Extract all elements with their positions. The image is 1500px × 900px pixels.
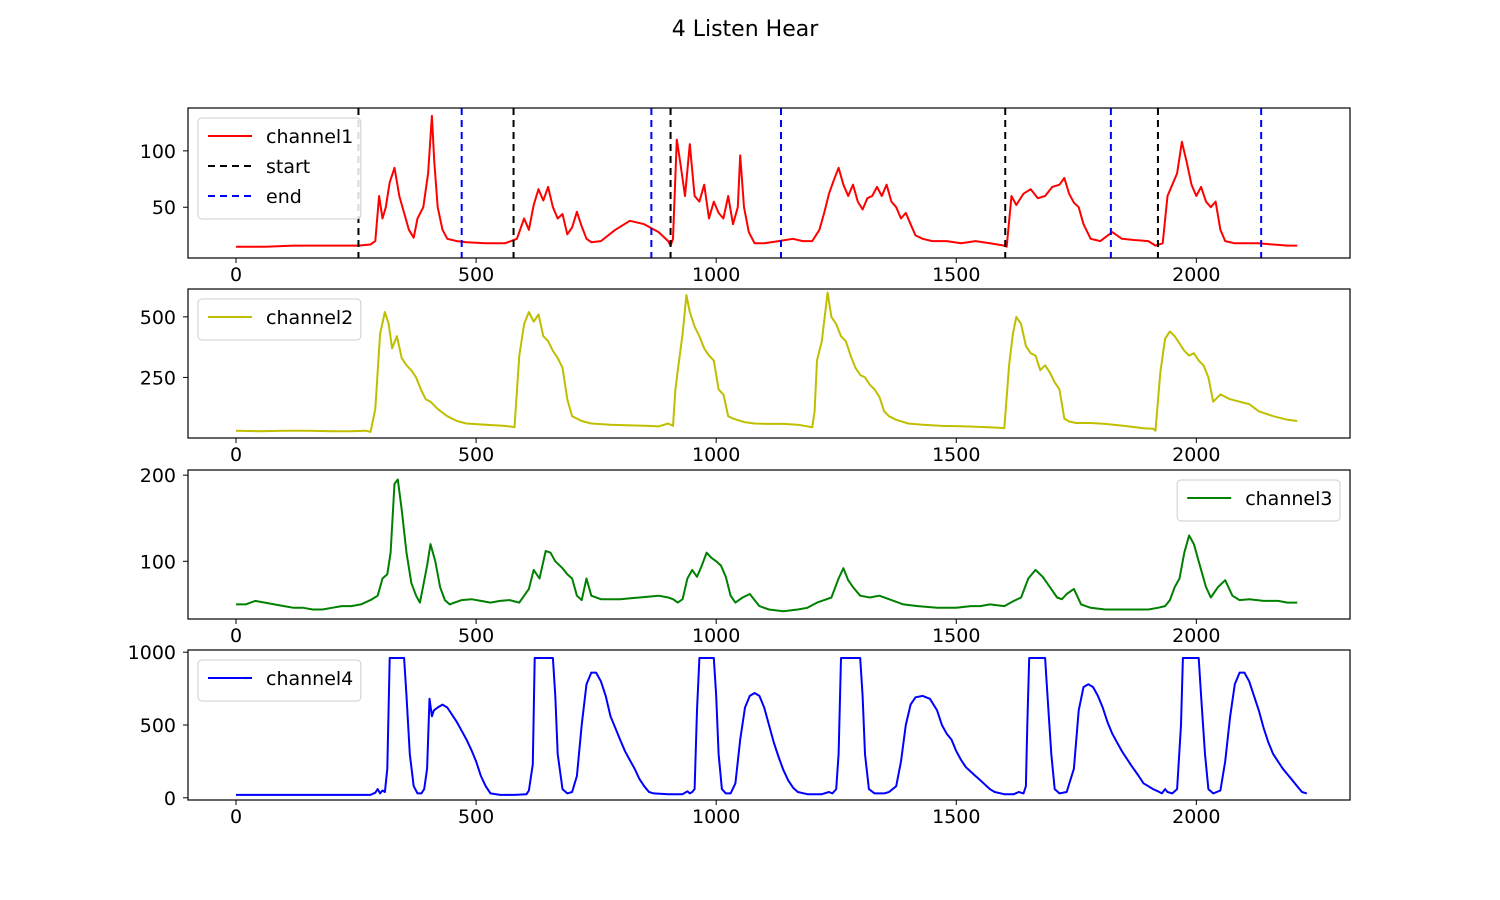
- series-line-channel3: [236, 478, 1298, 613]
- series-line-channel4: [236, 657, 1308, 796]
- y-tick-label: 500: [140, 307, 176, 329]
- series-line-channel2: [235, 291, 1298, 433]
- y-tick-label: 100: [140, 551, 176, 573]
- y-tick-label: 1000: [128, 642, 176, 664]
- legend-label-channel3: channel3: [1245, 488, 1332, 510]
- y-tick-label: 0: [164, 788, 176, 810]
- axes-frame: [187, 288, 1351, 439]
- x-tick-label: 500: [458, 444, 494, 466]
- legend-box: [1176, 479, 1341, 522]
- x-tick-label: 2000: [1172, 625, 1220, 647]
- x-tick-label: 2000: [1172, 264, 1220, 286]
- axes-panel-1: 0 500 1000 1500 2000 50 100 channel1 start end: [140, 107, 1351, 286]
- figure-title: 4 Listen Hear: [672, 17, 819, 42]
- x-tick-label: 0: [230, 264, 242, 286]
- axes-panel-3: 0 500 1000 1500 2000 100 200 channel3: [140, 465, 1351, 647]
- legend-label-channel1: channel1: [266, 126, 353, 148]
- x-tick-label: 0: [230, 806, 242, 828]
- legend: channel4: [197, 659, 362, 702]
- plot-area: [236, 657, 1308, 796]
- y-tick-label: 100: [140, 141, 176, 163]
- axes-panel-2: 0 500 1000 1500 2000 250 500 channel2: [140, 288, 1351, 466]
- x-tick-label: 2000: [1172, 444, 1220, 466]
- plot-area: [236, 478, 1298, 613]
- legend-box: [197, 298, 362, 341]
- y-tick-label: 50: [152, 197, 176, 219]
- x-tick-label: 0: [230, 444, 242, 466]
- x-tick-label: 1000: [692, 806, 740, 828]
- x-tick-label: 1000: [692, 264, 740, 286]
- y-tick-label: 250: [140, 367, 176, 389]
- x-tick-label: 2000: [1172, 806, 1220, 828]
- x-tick-label: 1500: [932, 444, 980, 466]
- legend-label-start: start: [266, 156, 310, 178]
- axes-frame: [187, 107, 1351, 259]
- axes-panel-4: 0 500 1000 1500 2000 0 500 1000 channel4: [128, 642, 1351, 828]
- axes-frame: [187, 469, 1351, 620]
- legend: channel2: [197, 298, 362, 341]
- plot-area: [236, 108, 1298, 258]
- legend-label-channel4: channel4: [266, 668, 353, 690]
- legend-label-end: end: [266, 186, 302, 208]
- x-tick-label: 500: [458, 264, 494, 286]
- legend: channel1 start end: [197, 117, 362, 220]
- x-tick-label: 500: [458, 625, 494, 647]
- x-tick-label: 1500: [932, 625, 980, 647]
- series-line-channel1: [236, 114, 1298, 248]
- x-tick-label: 1000: [692, 444, 740, 466]
- y-tick-label: 200: [140, 465, 176, 487]
- legend: channel3: [1176, 479, 1341, 522]
- legend-box: [197, 659, 362, 702]
- x-tick-label: 1000: [692, 625, 740, 647]
- x-tick-label: 1500: [932, 806, 980, 828]
- y-tick-label: 500: [140, 715, 176, 737]
- x-tick-label: 0: [230, 625, 242, 647]
- legend-label-channel2: channel2: [266, 307, 353, 329]
- plot-area: [235, 291, 1298, 433]
- x-tick-label: 500: [458, 806, 494, 828]
- legend-box: [197, 117, 362, 220]
- x-tick-label: 1500: [932, 264, 980, 286]
